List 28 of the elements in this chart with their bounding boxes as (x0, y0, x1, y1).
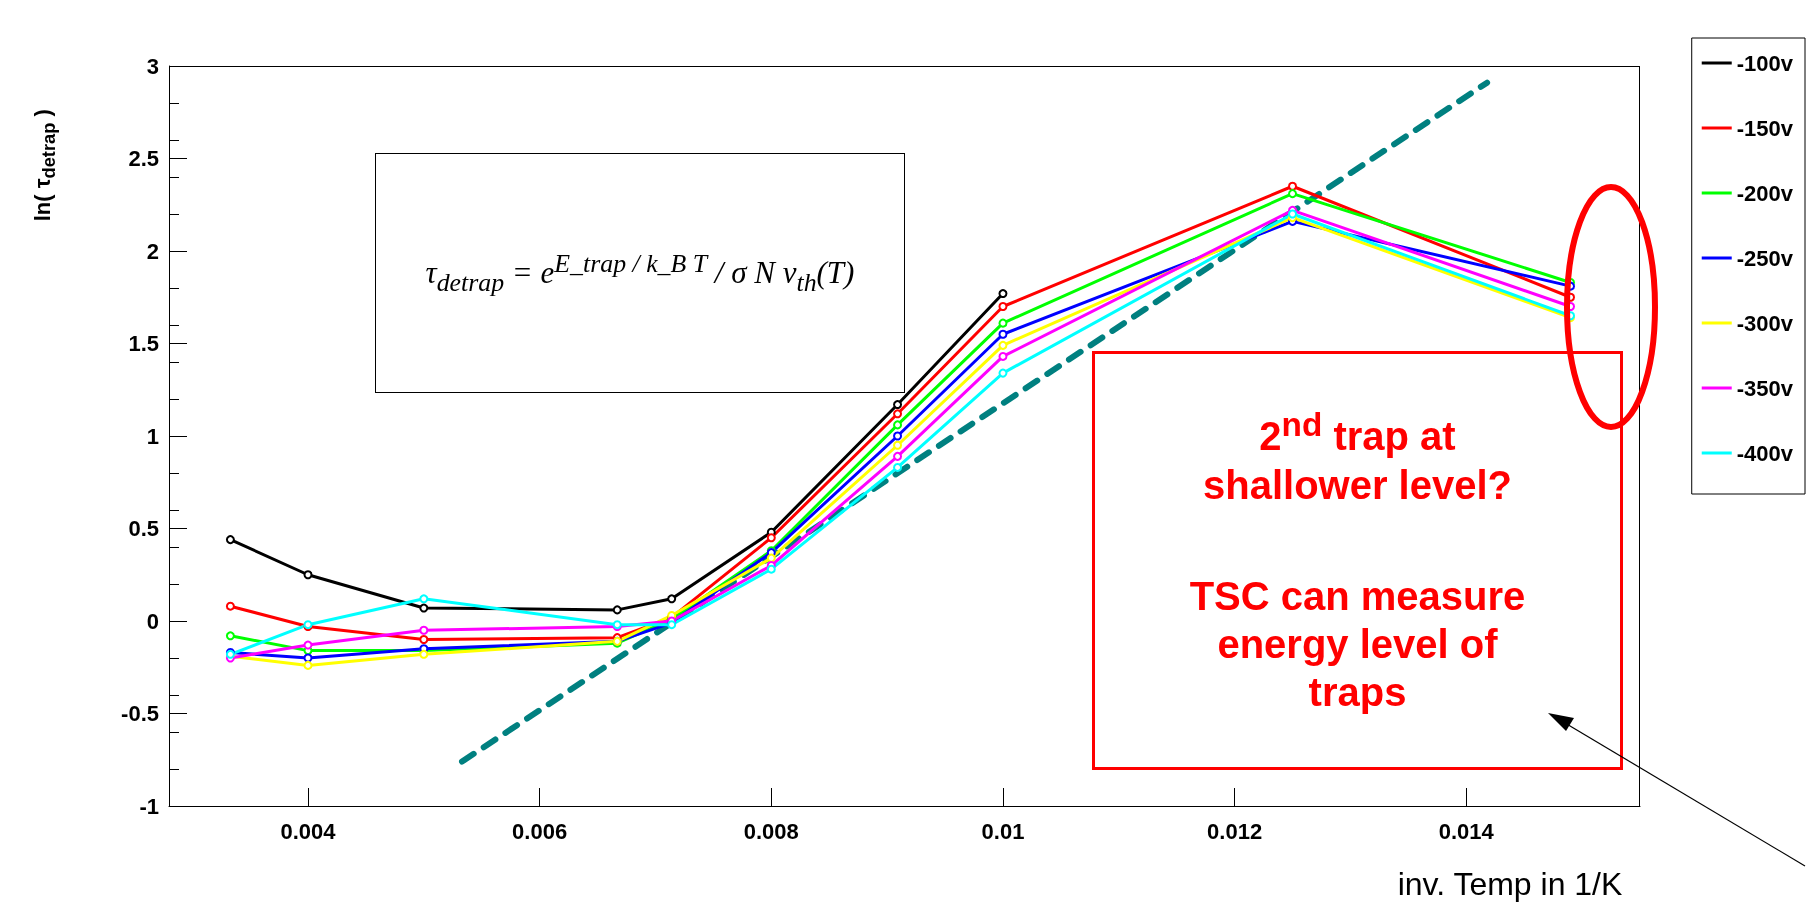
legend-label: -350v (1736, 375, 1794, 401)
y-tick-label: 2.5 (128, 146, 159, 171)
x-tick-label: 0.014 (1438, 818, 1495, 844)
x-tick-label: 0.006 (512, 818, 568, 844)
x-tick-label: 0.008 (743, 818, 799, 844)
y-tick-label: -1 (139, 793, 159, 819)
legend-label: -300v (1736, 310, 1794, 336)
y-tick-label: 3 (146, 53, 159, 79)
x-tick-label: 0.004 (280, 818, 337, 844)
y-tick-label: 0 (146, 608, 159, 634)
annotation: 2$^{nd}$ trap at shallower level? (1202, 405, 1513, 509)
y-tick-label: 1.5 (128, 331, 159, 356)
y-tick-label: 1 (146, 423, 159, 449)
annotation: τ$_{detrap}$ = e$^{E_trap / k_B T}$ / σ N v$_{th}$(T) (425, 248, 855, 298)
y-tick-label: -0.5 (121, 701, 159, 726)
legend-label: -250v (1736, 245, 1794, 271)
y-tick-label: 2 (146, 238, 159, 264)
x-tick-label: 0.01 (981, 818, 1025, 844)
x-tick-label: 0.012 (1207, 818, 1263, 844)
annotation: TSC can measure energy level of traps (1188, 572, 1527, 716)
x-axis-title: inv. Temp in 1/K (1396, 866, 1624, 903)
legend-label: -400v (1736, 440, 1794, 466)
formula-frame: τ$_{detrap}$ = e$^{E_trap / k_B T}$ / σ N v$_{th}$(T) (375, 153, 905, 393)
y-tick-label: 0.5 (128, 516, 159, 541)
legend-label: -200v (1736, 180, 1794, 206)
legend-label: -150v (1736, 115, 1794, 141)
legend-label: -100v (1736, 50, 1794, 76)
callout-frame: 2$^{nd}$ trap at shallower level? TSC can measure energy level of traps (1092, 351, 1623, 770)
